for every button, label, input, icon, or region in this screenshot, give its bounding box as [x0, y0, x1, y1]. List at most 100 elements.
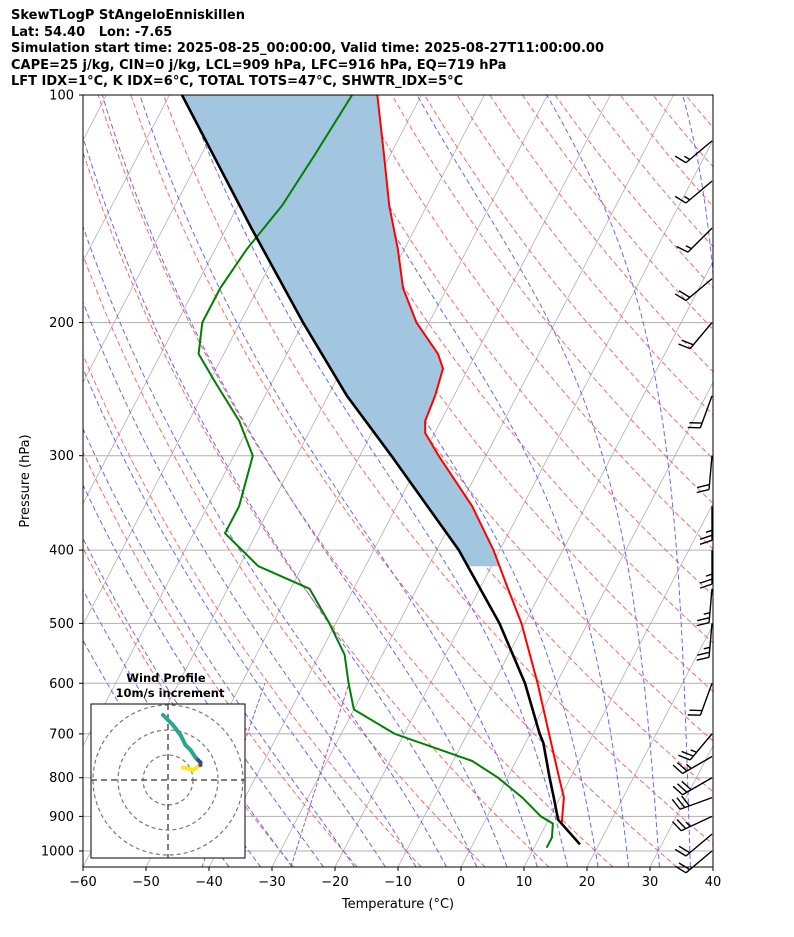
barb-staff	[689, 733, 713, 761]
barb-staff	[708, 455, 713, 490]
dry-adiabat	[83, 150, 550, 867]
index-text: LFT IDX=1°C, K IDX=6°C, TOTAL TOTS=47°C,…	[11, 74, 464, 90]
temperature-line	[376, 95, 581, 845]
cape-text: CAPE=25 j/kg, CIN=0 j/kg, LCL=909 hPa, L…	[11, 57, 507, 73]
y-tick-label: 1000	[41, 844, 74, 859]
isotherm	[271, 95, 674, 867]
wind-barb	[687, 683, 713, 716]
wind-barb	[696, 588, 713, 627]
barb-feather	[676, 797, 686, 808]
wind-barb	[671, 815, 713, 832]
x-tick-label: 40	[705, 875, 722, 890]
moist-adiabat	[317, 95, 630, 867]
moist-adiabat	[83, 300, 417, 867]
barb-staff	[685, 140, 713, 164]
barb-feather	[674, 195, 687, 204]
dry-adiabat	[260, 95, 713, 693]
barb-feather	[699, 534, 713, 540]
y-tick-label: 800	[49, 771, 74, 786]
y-tick-label: 700	[49, 727, 74, 742]
isotherm	[776, 95, 794, 867]
barb-half-feather	[685, 245, 692, 250]
moist-adiabat	[83, 483, 324, 867]
dry-adiabat	[163, 95, 713, 845]
barb-staff	[699, 395, 713, 429]
barb-feather	[678, 862, 691, 871]
dry-adiabat	[228, 95, 713, 742]
parcel-line	[180, 95, 581, 846]
isotherm	[460, 381, 713, 867]
moist-adiabat	[416, 95, 660, 867]
moist-adiabat	[101, 95, 508, 867]
profile-lines	[180, 95, 581, 849]
x-tick-label: −10	[384, 875, 411, 890]
y-tick-label: 600	[49, 677, 74, 692]
barb-feather	[681, 750, 694, 757]
wind-barb	[699, 550, 713, 589]
isotherm	[712, 866, 713, 867]
chart-title: SkewTLogP StAngeloEnniskillen	[11, 8, 245, 23]
x-axis-label: Temperature (°C)	[341, 897, 454, 912]
y-tick-label: 900	[49, 810, 74, 825]
location-text: Lat: 54.40 Lon: -7.65	[11, 24, 173, 40]
barb-half-feather	[705, 573, 713, 577]
barb-staff	[689, 322, 713, 350]
y-tick-label: 200	[49, 316, 74, 331]
wind-barb	[674, 833, 713, 857]
x-tick-label: −50	[132, 875, 159, 890]
barb-feather	[671, 821, 682, 832]
barb-feather	[678, 845, 691, 854]
barb-staff	[682, 755, 713, 775]
barb-feather	[681, 795, 690, 807]
wind-barb	[674, 850, 713, 874]
wind-barb	[672, 777, 713, 796]
hodograph-plot	[91, 704, 245, 858]
barb-feather	[699, 578, 713, 584]
x-tick-label: −30	[258, 875, 285, 890]
wind-barb	[678, 322, 713, 350]
barb-feather	[678, 290, 691, 298]
moist-adiabat	[83, 537, 293, 867]
x-tick-label: 30	[642, 875, 659, 890]
barb-half-feather	[685, 821, 691, 828]
barb-staff	[679, 796, 713, 810]
barb-staff	[687, 227, 713, 253]
wind-barb	[676, 227, 713, 253]
barb-feather	[676, 783, 688, 793]
barb-feather	[697, 651, 710, 656]
barb-feather	[676, 818, 687, 830]
barb-feather	[674, 155, 687, 164]
wind-barb	[671, 795, 713, 810]
isotherm	[83, 95, 170, 263]
wind-barb	[672, 755, 713, 775]
dry-adiabat	[83, 547, 294, 867]
isotherm	[83, 95, 296, 505]
wind-barb	[699, 506, 713, 545]
wind-barbs	[671, 140, 713, 874]
barb-feather	[697, 483, 710, 489]
y-axis-label: Pressure (hPa)	[18, 434, 33, 527]
isotherm	[586, 623, 713, 867]
barb-staff	[708, 588, 713, 623]
barb-feather	[674, 293, 687, 302]
plot-axes: −60 −50 −40 −30 −20 −10 0 10 20 30 40 100 200 300 400 5…	[18, 89, 721, 913]
barb-staff	[685, 833, 713, 857]
wind-barb	[678, 733, 713, 761]
moist-adiabat	[83, 427, 355, 867]
barb-half-feather	[684, 155, 691, 161]
barb-feather	[681, 780, 692, 791]
barb-feather	[672, 764, 684, 775]
barb-feather	[699, 583, 713, 589]
hodograph-title: Wind Profile	[126, 671, 206, 685]
y-tick-label: 300	[49, 449, 74, 464]
barb-feather	[676, 762, 688, 772]
barb-feather	[697, 617, 710, 622]
barb-half-feather	[684, 195, 691, 201]
barb-feather	[696, 622, 710, 627]
chart-header: SkewTLogP StAngeloEnniskillen Lat: 54.40…	[11, 8, 604, 91]
dry-adiabat	[83, 353, 422, 867]
y-tick-label: 100	[49, 89, 74, 104]
barb-staff	[685, 850, 713, 874]
wind-barb	[687, 395, 713, 429]
